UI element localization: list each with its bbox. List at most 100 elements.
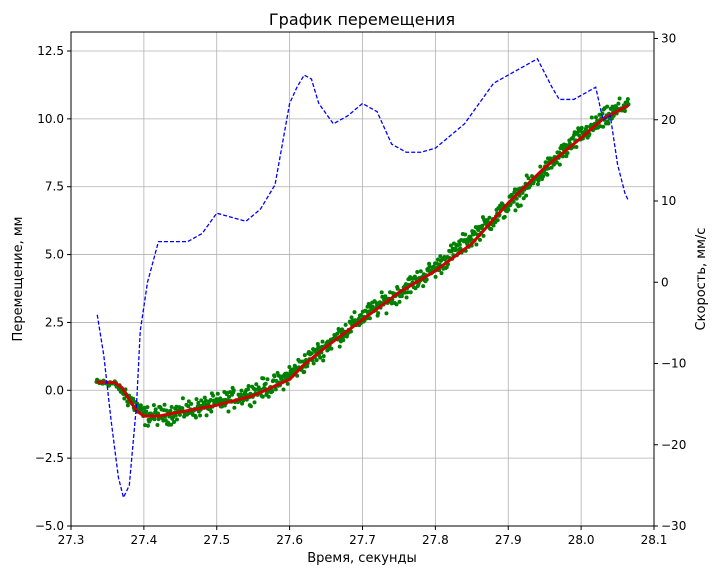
scatter-point — [343, 322, 348, 327]
scatter-point — [318, 355, 323, 360]
scatter-point — [341, 338, 346, 343]
scatter-point — [404, 295, 409, 300]
scatter-point — [352, 310, 357, 315]
scatter-point — [453, 248, 458, 253]
scatter-point — [273, 387, 278, 392]
scatter-point — [399, 294, 404, 299]
x-tick-label: 27.6 — [276, 533, 303, 547]
scatter-point — [424, 277, 429, 282]
scatter-point — [524, 193, 529, 198]
scatter-point — [512, 187, 517, 192]
scatter-point — [265, 377, 270, 382]
y-tick-label: −5.0 — [35, 519, 64, 533]
scatter-point — [574, 144, 579, 149]
scatter-point — [261, 376, 266, 381]
y2-tick-label: 0 — [661, 275, 669, 289]
scatter-point — [162, 402, 167, 407]
smoothed-displacement-line — [96, 103, 630, 418]
scatter-point — [427, 264, 432, 269]
scatter-point — [227, 394, 232, 399]
scatter-point — [168, 408, 173, 413]
scatter-point — [557, 162, 562, 167]
y2-axis-ticks: −30 −20 −10 0 10 20 30 — [654, 32, 686, 533]
scatter-point — [463, 232, 468, 237]
scatter-point — [579, 125, 584, 130]
y-tick-label: 5.0 — [45, 248, 64, 262]
y2-tick-label: −30 — [661, 519, 686, 533]
scatter-point — [394, 302, 399, 307]
scatter-point — [418, 269, 423, 274]
y2-axis-label: Скорость, мм/с — [694, 228, 709, 331]
y-tick-label: 2.5 — [45, 315, 64, 329]
scatter-point — [151, 403, 156, 408]
scatter-point — [125, 403, 130, 408]
y-tick-label: 7.5 — [45, 180, 64, 194]
scatter-point — [538, 164, 543, 169]
scatter-point — [174, 417, 179, 422]
grid-lines — [70, 32, 655, 527]
scatter-point — [238, 392, 243, 397]
scatter-point — [359, 313, 364, 318]
scatter-point — [491, 223, 496, 228]
scatter-point — [389, 301, 394, 306]
scatter-point — [554, 160, 559, 165]
scatter-point — [180, 406, 185, 411]
scatter-point — [431, 264, 436, 269]
scatter-point — [239, 388, 244, 393]
y2-tick-label: −10 — [661, 357, 686, 371]
scatter-point — [180, 396, 185, 401]
scatter-point — [363, 308, 368, 313]
scatter-point — [232, 405, 237, 410]
x-tick-label: 27.3 — [58, 533, 85, 547]
velocity-line-series — [96, 57, 630, 500]
scatter-point — [281, 387, 286, 392]
x-tick-label: 27.7 — [349, 533, 376, 547]
scatter-point — [293, 364, 298, 369]
scatter-point — [215, 391, 220, 396]
y2-tick-label: 20 — [661, 113, 676, 127]
y-axis-ticks: −5.0 −2.5 0.0 2.5 5.0 7.5 10.0 12.5 — [35, 44, 71, 533]
scatter-point — [321, 354, 326, 359]
scatter-point — [252, 400, 257, 405]
scatter-point — [202, 395, 207, 400]
y-tick-label: 10.0 — [37, 112, 64, 126]
scatter-point — [266, 394, 271, 399]
scatter-point — [606, 121, 611, 126]
x-tick-label: 27.8 — [422, 533, 449, 547]
y2-tick-label: 10 — [661, 194, 676, 208]
scatter-point — [622, 109, 627, 114]
scatter-point — [476, 228, 481, 233]
scatter-point — [172, 420, 177, 425]
scatter-point — [169, 405, 174, 410]
scatter-point — [384, 311, 389, 316]
scatter-point — [274, 379, 279, 384]
scatter-point — [153, 407, 158, 412]
scatter-point — [254, 382, 259, 387]
y-axis-label: Перемещение, мм — [11, 217, 26, 342]
scatter-point — [189, 401, 194, 406]
scatter-point — [379, 290, 384, 295]
scatter-point — [367, 316, 372, 321]
scatter-point — [564, 154, 569, 159]
scatter-point — [305, 364, 310, 369]
scatter-point — [625, 97, 630, 102]
scatter-point — [502, 214, 507, 219]
x-axis-label: Время, секунды — [307, 551, 417, 566]
scatter-point — [617, 96, 622, 101]
scatter-point — [144, 409, 149, 414]
scatter-point — [448, 243, 453, 248]
scatter-point — [122, 396, 127, 401]
scatter-point — [174, 404, 179, 409]
scatter-point — [481, 233, 486, 238]
scatter-point — [541, 174, 546, 179]
scatter-point — [601, 124, 606, 129]
scatter-point — [169, 422, 174, 427]
scatter-point — [487, 215, 492, 220]
scatter-point — [616, 101, 621, 106]
scatter-point — [245, 387, 250, 392]
scatter-point — [469, 237, 474, 242]
scatter-point — [226, 409, 231, 414]
velocity-line — [96, 57, 630, 500]
scatter-point — [513, 208, 518, 213]
